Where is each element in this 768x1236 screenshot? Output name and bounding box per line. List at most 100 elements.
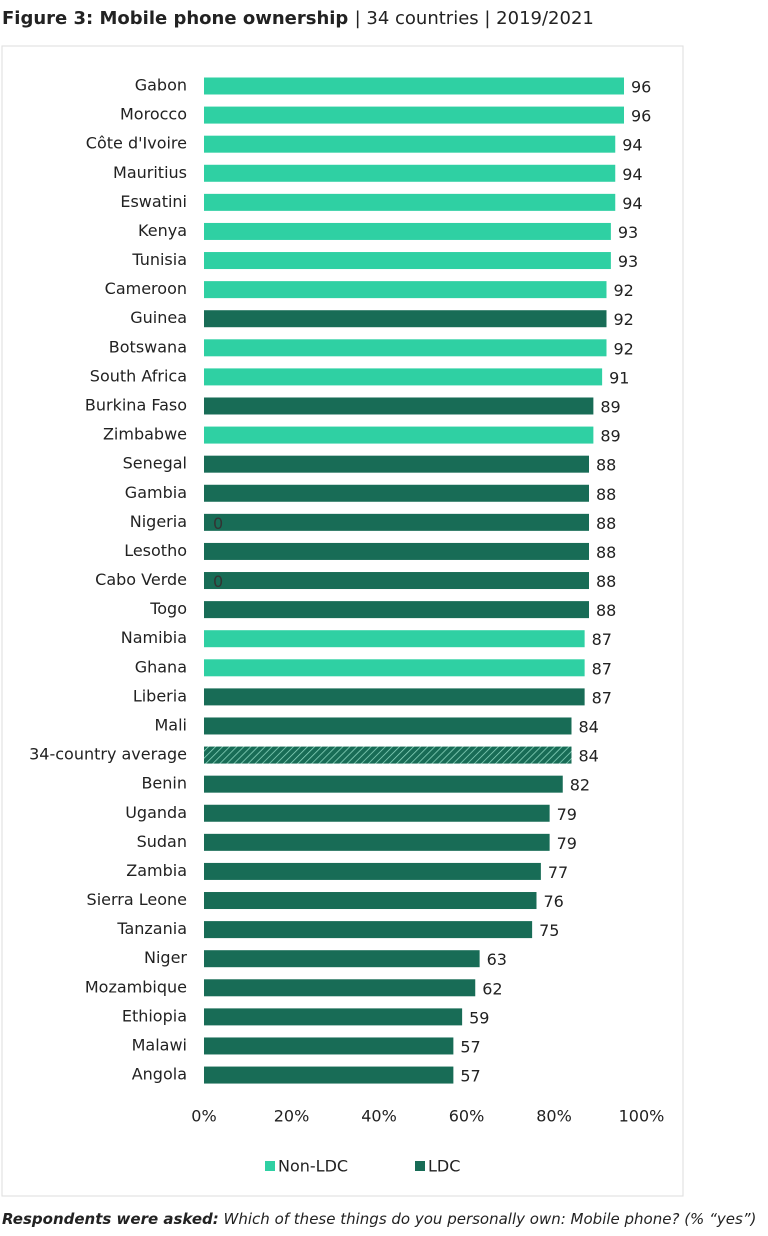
value-label: 82 xyxy=(570,776,590,795)
y-tick-label: Côte d'Ivoire xyxy=(86,134,187,153)
bar xyxy=(204,310,607,328)
y-tick-label: Zimbabwe xyxy=(103,425,187,444)
bar xyxy=(204,601,589,619)
bar xyxy=(204,833,550,851)
value-label: 84 xyxy=(579,747,599,766)
bar xyxy=(204,455,589,473)
value-label: 88 xyxy=(596,514,616,533)
y-tick-label: Angola xyxy=(132,1065,187,1084)
y-tick-label: 34-country average xyxy=(29,745,187,764)
bar xyxy=(204,979,476,997)
value-label: 79 xyxy=(557,834,577,853)
value-label: 96 xyxy=(631,107,651,126)
bar xyxy=(204,921,533,939)
bar xyxy=(204,164,616,182)
annotation: 0 xyxy=(213,514,223,533)
y-tick-label: Benin xyxy=(141,774,187,793)
x-tick-label: 20% xyxy=(274,1107,310,1126)
x-tick-label: 80% xyxy=(536,1107,572,1126)
title: Figure 3: Mobile phone ownership xyxy=(2,8,348,29)
bar xyxy=(204,106,624,124)
value-label: 96 xyxy=(631,78,651,97)
value-label: 57 xyxy=(460,1067,480,1086)
bar xyxy=(204,572,589,590)
x-tick-label: 100% xyxy=(619,1107,665,1126)
bar xyxy=(204,804,550,822)
subtitle: | 34 countries | 2019/2021 xyxy=(355,8,594,29)
value-label: 92 xyxy=(614,339,634,358)
value-label: 88 xyxy=(596,543,616,562)
bar xyxy=(204,659,585,677)
value-label: 76 xyxy=(544,892,564,911)
y-tick-label: Niger xyxy=(144,948,187,967)
bar xyxy=(204,1066,454,1084)
y-tick-label: Mauritius xyxy=(113,163,187,182)
x-tick-label: 40% xyxy=(361,1107,397,1126)
bar xyxy=(204,368,603,386)
value-label: 63 xyxy=(487,950,507,969)
bar xyxy=(204,1037,454,1055)
footnote-lead: Respondents were asked: xyxy=(2,1210,219,1228)
bar xyxy=(204,950,480,968)
value-label: 94 xyxy=(622,165,642,184)
bar xyxy=(204,484,589,502)
bar xyxy=(204,281,607,299)
y-tick-label: Tanzania xyxy=(116,919,187,938)
value-label: 93 xyxy=(618,252,638,271)
y-tick-label: Uganda xyxy=(125,803,187,822)
bar xyxy=(204,892,537,910)
bar xyxy=(204,252,611,270)
y-tick-label: Cabo Verde xyxy=(95,570,187,589)
y-tick-label: Burkina Faso xyxy=(85,395,187,414)
y-tick-label: Liberia xyxy=(133,686,187,705)
x-tick-label: 0% xyxy=(191,1107,216,1126)
y-tick-label: Zambia xyxy=(126,861,187,880)
y-tick-label: Morocco xyxy=(120,105,187,124)
bar xyxy=(204,542,589,560)
y-tick-label: Togo xyxy=(149,599,187,618)
y-tick-label: Senegal xyxy=(123,454,187,473)
chart-frame xyxy=(1,45,684,1197)
y-tick-label: Gabon xyxy=(135,76,187,95)
y-tick-label: Sudan xyxy=(137,832,187,851)
bar xyxy=(204,397,594,415)
value-label: 88 xyxy=(596,601,616,620)
chart-title: Figure 3: Mobile phone ownership | 34 co… xyxy=(2,8,594,29)
value-label: 77 xyxy=(548,863,568,882)
annotation: 0 xyxy=(213,572,223,591)
value-label: 87 xyxy=(592,659,612,678)
bar xyxy=(204,426,594,444)
bar xyxy=(204,717,572,735)
bar xyxy=(204,630,585,648)
bar xyxy=(204,339,607,357)
value-label: 57 xyxy=(460,1037,480,1056)
y-tick-label: Tunisia xyxy=(131,250,187,269)
value-label: 89 xyxy=(600,397,620,416)
legend-swatch xyxy=(415,1161,425,1171)
value-label: 91 xyxy=(609,368,629,387)
y-tick-label: Nigeria xyxy=(130,512,187,531)
bar xyxy=(204,513,589,531)
bar xyxy=(204,77,624,95)
footnote-text: Which of these things do you personally … xyxy=(224,1210,757,1228)
value-label: 62 xyxy=(482,979,502,998)
y-tick-label: Malawi xyxy=(132,1035,187,1054)
value-label: 88 xyxy=(596,456,616,475)
bar xyxy=(204,135,616,153)
value-label: 94 xyxy=(622,194,642,213)
y-tick-label: Guinea xyxy=(130,308,187,327)
value-label: 92 xyxy=(614,310,634,329)
value-label: 87 xyxy=(592,630,612,649)
y-tick-label: Eswatini xyxy=(120,192,187,211)
bar xyxy=(204,193,616,211)
y-tick-label: Namibia xyxy=(121,628,187,647)
bar xyxy=(204,746,572,764)
y-tick-label: South Africa xyxy=(90,366,187,385)
value-label: 79 xyxy=(557,805,577,824)
y-tick-label: Mozambique xyxy=(85,977,187,996)
y-tick-label: Gambia xyxy=(125,483,187,502)
footnote: Respondents were asked: Which of these t… xyxy=(2,1210,756,1228)
bar xyxy=(204,222,611,240)
